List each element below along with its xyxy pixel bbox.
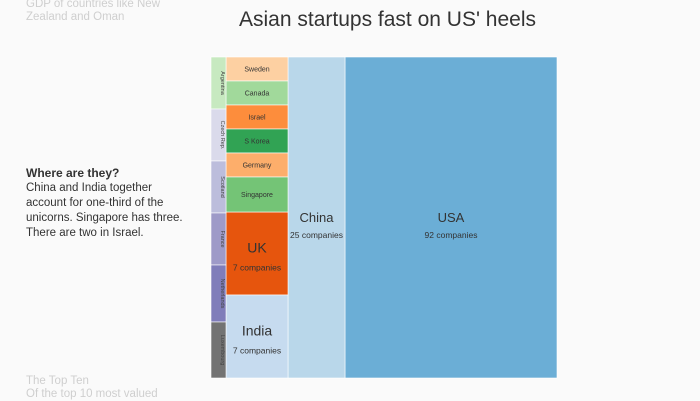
cell-label-singapore: Singapore <box>241 192 273 199</box>
treemap-cell-luxembourg[interactable] <box>210 321 227 379</box>
treemap-cell-s-korea[interactable] <box>225 128 289 154</box>
faded-next-text: The Top Ten Of the top 10 most valued <box>26 375 176 401</box>
cell-label-china: China <box>300 210 335 225</box>
faded-next-heading: The Top Ten <box>26 375 89 387</box>
cell-label-israel: Israel <box>248 115 266 122</box>
cell-label-canada: Canada <box>245 91 270 98</box>
treemap-cell-usa[interactable] <box>344 56 558 379</box>
cell-value-india: 7 companies <box>233 346 281 356</box>
cell-label-luxembourg: Luxembourg <box>219 335 225 366</box>
cell-label-india: India <box>242 323 273 339</box>
cell-value-uk: 7 companies <box>233 263 281 273</box>
treemap-cell-germany[interactable] <box>225 152 289 178</box>
cell-label-usa: USA <box>438 210 465 225</box>
cell-label-netherlands: Netherlands <box>219 279 225 309</box>
cell-label-france: France <box>219 230 225 247</box>
cell-label-s-korea: S Korea <box>244 139 269 146</box>
cell-value-china: 25 companies <box>290 230 343 240</box>
treemap-cell-sweden[interactable] <box>225 56 289 82</box>
faded-next-body: Of the top 10 most valued <box>26 388 158 400</box>
annotation-panel: Where are they? China and India together… <box>26 165 186 241</box>
treemap-cell-canada[interactable] <box>225 80 289 106</box>
chart-title: Asian startups fast on US' heels <box>239 8 536 31</box>
cell-label-argentina: Argentina <box>219 71 225 95</box>
annotation-body: China and India together account for one… <box>26 182 183 239</box>
faded-previous-text: GDP of countries like New Zealand and Om… <box>26 0 161 23</box>
treemap-cell-india[interactable] <box>225 294 289 379</box>
cell-label-germany: Germany <box>243 163 272 170</box>
cell-label-scotland: Scotland <box>219 176 225 197</box>
annotation-heading: Where are they? <box>26 166 120 180</box>
treemap-cell-singapore[interactable] <box>225 176 289 213</box>
cell-value-usa: 92 companies <box>425 230 478 240</box>
cell-label-sweden: Sweden <box>244 67 269 74</box>
treemap-cell-israel[interactable] <box>225 104 289 130</box>
cell-label-uk: UK <box>247 240 267 256</box>
cell-label-czech-rep: Czech Rep. <box>219 121 225 150</box>
treemap-cell-uk[interactable] <box>225 211 289 296</box>
